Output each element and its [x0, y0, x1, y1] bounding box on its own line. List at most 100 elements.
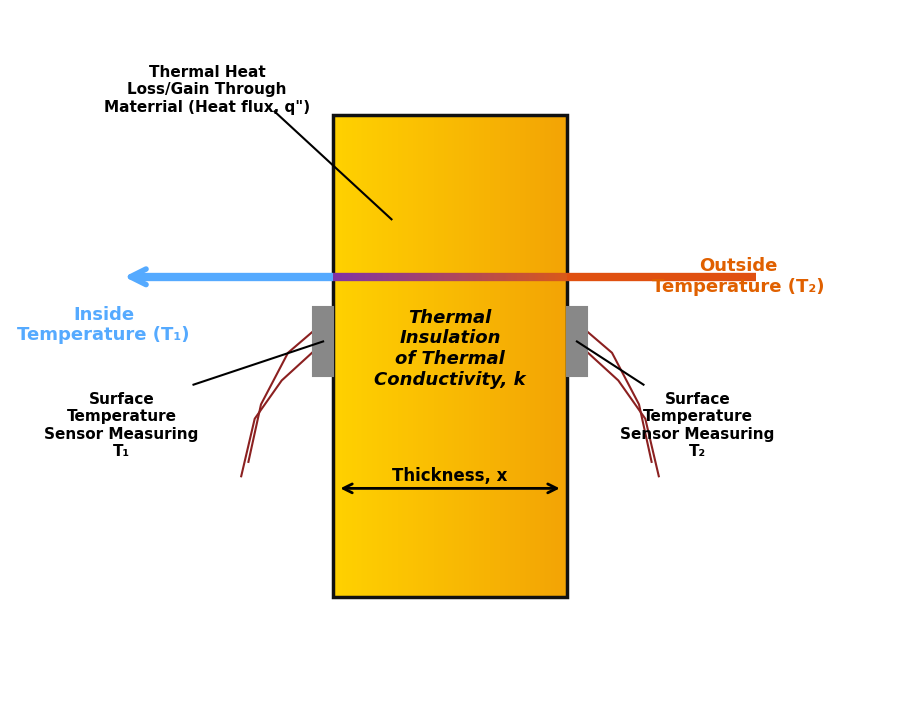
Bar	[479, 115, 480, 597]
Bar	[342, 115, 344, 597]
Bar	[535, 115, 536, 597]
Bar	[412, 115, 414, 597]
Bar	[362, 115, 363, 597]
Bar	[421, 115, 422, 597]
Bar	[364, 115, 365, 597]
Bar	[411, 115, 412, 597]
Bar	[405, 115, 406, 597]
Bar	[369, 115, 370, 597]
Bar	[558, 115, 560, 597]
Text: Surface
Temperature
Sensor Measuring
T₁: Surface Temperature Sensor Measuring T₁	[44, 392, 199, 459]
Text: Inside
Temperature (T₁): Inside Temperature (T₁)	[17, 306, 190, 344]
Bar	[530, 115, 532, 597]
Bar	[460, 115, 462, 597]
Bar	[347, 115, 349, 597]
Bar	[436, 115, 437, 597]
Bar	[336, 115, 337, 597]
Bar	[500, 115, 502, 597]
Bar	[346, 115, 347, 597]
Bar	[358, 115, 359, 597]
Bar	[511, 115, 513, 597]
Bar	[341, 115, 342, 597]
Bar	[442, 115, 444, 597]
Bar	[388, 115, 389, 597]
Text: Thermal
Insulation
of Thermal
Conductivity, k: Thermal Insulation of Thermal Conductivi…	[374, 308, 526, 389]
Bar	[464, 115, 465, 597]
Bar	[484, 115, 486, 597]
Bar	[476, 115, 478, 597]
Bar	[438, 115, 439, 597]
Bar	[458, 115, 459, 597]
Bar	[521, 115, 522, 597]
Bar	[368, 115, 369, 597]
Bar	[564, 115, 566, 597]
Bar	[510, 115, 511, 597]
Bar	[448, 115, 450, 597]
Bar	[455, 115, 456, 597]
Bar	[372, 115, 374, 597]
Bar	[377, 115, 379, 597]
Bar	[466, 115, 468, 597]
Bar	[527, 115, 528, 597]
Bar	[507, 115, 508, 597]
Bar	[481, 115, 482, 597]
Bar	[370, 115, 371, 597]
Bar	[410, 115, 411, 597]
Bar	[384, 115, 386, 597]
Bar	[485, 115, 486, 597]
Bar	[470, 115, 471, 597]
Bar	[522, 115, 523, 597]
Bar	[499, 115, 500, 597]
Bar	[412, 115, 413, 597]
Bar	[389, 115, 390, 597]
Bar	[561, 115, 562, 597]
Bar	[480, 115, 481, 597]
Bar	[441, 115, 443, 597]
Bar	[462, 115, 463, 597]
Bar	[538, 115, 539, 597]
Bar	[433, 115, 434, 597]
Bar	[469, 115, 470, 597]
Bar	[529, 115, 531, 597]
Bar	[424, 115, 425, 597]
Bar	[514, 115, 515, 597]
Bar	[371, 115, 373, 597]
Bar	[472, 115, 473, 597]
Bar	[408, 115, 410, 597]
Bar	[531, 115, 533, 597]
Bar	[473, 115, 474, 597]
Bar	[406, 115, 408, 597]
Bar	[453, 115, 454, 597]
Bar	[375, 115, 376, 597]
Bar	[409, 115, 410, 597]
Bar	[508, 115, 509, 597]
Bar	[459, 115, 461, 597]
Bar	[472, 115, 473, 597]
Bar	[497, 115, 498, 597]
Bar	[407, 115, 409, 597]
Bar	[532, 115, 533, 597]
Text: Surface
Temperature
Sensor Measuring
T₂: Surface Temperature Sensor Measuring T₂	[620, 392, 775, 459]
Bar	[523, 115, 525, 597]
Bar	[488, 115, 489, 597]
Bar	[496, 115, 497, 597]
Bar	[393, 115, 394, 597]
Bar	[360, 115, 362, 597]
Bar	[347, 115, 348, 597]
Bar	[389, 115, 391, 597]
Bar	[385, 115, 386, 597]
Bar	[333, 115, 334, 597]
Bar	[533, 115, 534, 597]
Bar	[566, 115, 568, 597]
Bar	[457, 115, 458, 597]
Bar	[382, 115, 384, 597]
Bar	[493, 115, 494, 597]
Bar	[437, 115, 439, 597]
Text: Thermal Heat
Loss/Gain Through
Materrial (Heat flux, q"): Thermal Heat Loss/Gain Through Materrial…	[104, 65, 310, 114]
Bar	[537, 115, 538, 597]
Bar	[518, 115, 520, 597]
Bar	[501, 115, 503, 597]
Bar	[488, 115, 490, 597]
Bar	[505, 115, 506, 597]
Bar	[380, 115, 381, 597]
